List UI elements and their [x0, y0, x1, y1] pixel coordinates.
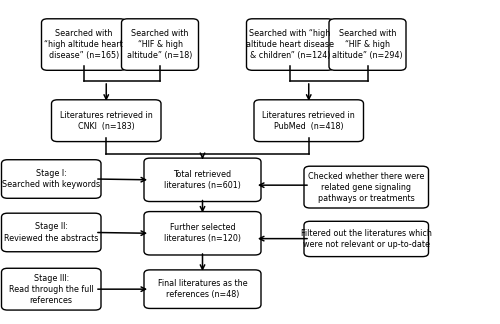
- Text: Final literatures as the
references (n=48): Final literatures as the references (n=4…: [158, 279, 248, 299]
- FancyBboxPatch shape: [2, 268, 101, 310]
- FancyBboxPatch shape: [144, 212, 261, 255]
- FancyBboxPatch shape: [144, 270, 261, 308]
- Text: Checked whether there were
related gene signaling
pathways or treatments: Checked whether there were related gene …: [308, 171, 424, 203]
- FancyBboxPatch shape: [2, 213, 101, 252]
- FancyBboxPatch shape: [122, 19, 198, 70]
- Text: Literatures retrieved in
PubMed  (n=418): Literatures retrieved in PubMed (n=418): [262, 110, 355, 131]
- FancyBboxPatch shape: [246, 19, 334, 70]
- Text: Stage III:
Read through the full
references: Stage III: Read through the full referen…: [9, 273, 94, 305]
- Text: Searched with “high
altitude heart disease
& children” (n=124): Searched with “high altitude heart disea…: [246, 29, 334, 60]
- FancyBboxPatch shape: [52, 100, 161, 142]
- Text: Searched with
“HIF & high
altitude” (n=18): Searched with “HIF & high altitude” (n=1…: [128, 29, 192, 60]
- Text: Searched with
“high altitude heart
disease” (n=165): Searched with “high altitude heart disea…: [44, 29, 123, 60]
- FancyBboxPatch shape: [254, 100, 364, 142]
- FancyBboxPatch shape: [144, 158, 261, 202]
- Text: Total retrieved
literatures (n=601): Total retrieved literatures (n=601): [164, 170, 241, 190]
- FancyBboxPatch shape: [329, 19, 406, 70]
- FancyBboxPatch shape: [42, 19, 126, 70]
- FancyBboxPatch shape: [304, 221, 428, 257]
- Text: Literatures retrieved in
CNKI  (n=183): Literatures retrieved in CNKI (n=183): [60, 110, 152, 131]
- FancyBboxPatch shape: [2, 160, 101, 198]
- Text: Filtered out the literatures which
were not relevant or up-to-date: Filtered out the literatures which were …: [301, 229, 432, 249]
- Text: Further selected
literatures (n=120): Further selected literatures (n=120): [164, 223, 241, 243]
- Text: Stage II:
Reviewed the abstracts: Stage II: Reviewed the abstracts: [4, 222, 98, 243]
- Text: Stage I:
Searched with keywords: Stage I: Searched with keywords: [2, 169, 100, 189]
- Text: Searched with
“HIF & high
altitude” (n=294): Searched with “HIF & high altitude” (n=2…: [332, 29, 403, 60]
- FancyBboxPatch shape: [304, 166, 428, 208]
